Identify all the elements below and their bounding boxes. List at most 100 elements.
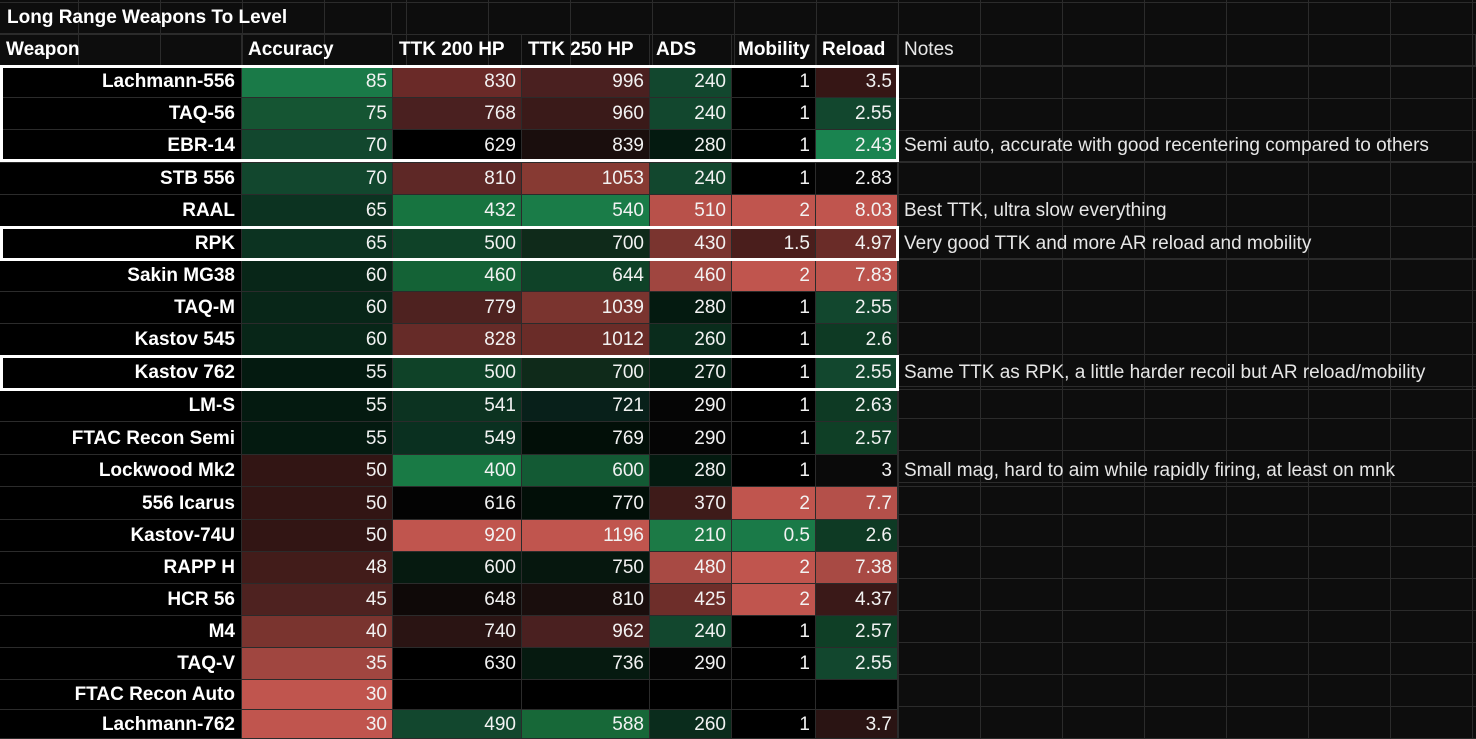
ttk-200-cell[interactable]: 779 [393,292,522,324]
reload-cell[interactable]: 2.55 [816,356,898,390]
reload-cell[interactable]: 3.7 [816,710,898,739]
ttk-250-cell[interactable]: 770 [522,487,650,520]
ads-cell[interactable]: 210 [650,520,732,552]
accuracy-cell[interactable]: 30 [242,710,393,739]
mobility-cell[interactable]: 1 [732,66,816,98]
accuracy-cell[interactable]: 50 [242,520,393,552]
weapon-name-cell[interactable]: RAAL [0,195,242,227]
accuracy-cell[interactable]: 70 [242,130,393,162]
reload-cell[interactable]: 2.55 [816,648,898,680]
header-reload[interactable]: Reload [816,34,898,66]
weapon-name-cell[interactable]: TAQ-56 [0,98,242,130]
ttk-250-cell[interactable]: 769 [522,422,650,455]
ttk-200-cell[interactable] [393,680,522,710]
ttk-200-cell[interactable]: 828 [393,324,522,356]
accuracy-cell[interactable]: 50 [242,455,393,487]
ttk-200-cell[interactable]: 549 [393,422,522,455]
ttk-200-cell[interactable]: 616 [393,487,522,520]
mobility-cell[interactable]: 2 [732,260,816,292]
ttk-250-cell[interactable]: 962 [522,616,650,648]
ads-cell[interactable]: 290 [650,648,732,680]
ttk-250-cell[interactable]: 810 [522,584,650,616]
ads-cell[interactable]: 430 [650,227,732,260]
ttk-250-cell[interactable]: 1053 [522,163,650,195]
reload-cell[interactable]: 7.83 [816,260,898,292]
reload-cell[interactable]: 2.55 [816,292,898,324]
accuracy-cell[interactable]: 48 [242,552,393,584]
ads-cell[interactable]: 280 [650,292,732,324]
reload-cell[interactable]: 8.03 [816,195,898,227]
reload-cell[interactable]: 2.6 [816,324,898,356]
ttk-200-cell[interactable]: 432 [393,195,522,227]
accuracy-cell[interactable]: 40 [242,616,393,648]
mobility-cell[interactable]: 1 [732,616,816,648]
reload-cell[interactable]: 4.97 [816,227,898,260]
ttk-200-cell[interactable]: 920 [393,520,522,552]
mobility-cell[interactable]: 2 [732,487,816,520]
reload-cell[interactable]: 4.37 [816,584,898,616]
ads-cell[interactable]: 460 [650,260,732,292]
mobility-cell[interactable]: 2 [732,552,816,584]
ads-cell[interactable]: 240 [650,163,732,195]
ads-cell[interactable]: 240 [650,66,732,98]
mobility-cell[interactable]: 1.5 [732,227,816,260]
mobility-cell[interactable]: 1 [732,356,816,390]
ads-cell[interactable]: 280 [650,455,732,487]
accuracy-cell[interactable]: 50 [242,487,393,520]
mobility-cell[interactable]: 2 [732,584,816,616]
weapon-name-cell[interactable]: Sakin MG38 [0,260,242,292]
ttk-200-cell[interactable]: 490 [393,710,522,739]
ttk-200-cell[interactable]: 541 [393,390,522,422]
header-mobility[interactable]: Mobility [732,34,816,66]
accuracy-cell[interactable]: 85 [242,66,393,98]
reload-cell[interactable]: 7.7 [816,487,898,520]
ads-cell[interactable]: 480 [650,552,732,584]
ads-cell[interactable]: 425 [650,584,732,616]
ads-cell[interactable] [650,680,732,710]
ads-cell[interactable]: 270 [650,356,732,390]
weapon-name-cell[interactable]: TAQ-M [0,292,242,324]
mobility-cell[interactable] [732,680,816,710]
ads-cell[interactable]: 240 [650,616,732,648]
weapon-name-cell[interactable]: TAQ-V [0,648,242,680]
accuracy-cell[interactable]: 65 [242,227,393,260]
ttk-250-cell[interactable]: 1196 [522,520,650,552]
mobility-cell[interactable]: 1 [732,455,816,487]
ttk-200-cell[interactable]: 630 [393,648,522,680]
accuracy-cell[interactable]: 55 [242,390,393,422]
ttk-200-cell[interactable]: 830 [393,66,522,98]
ttk-200-cell[interactable]: 768 [393,98,522,130]
weapon-name-cell[interactable]: Lachmann-762 [0,710,242,739]
notes-cell[interactable]: Semi auto, accurate with good recenterin… [898,130,1476,162]
ttk-250-cell[interactable]: 996 [522,66,650,98]
ttk-250-cell[interactable]: 700 [522,227,650,260]
header-ttk-250[interactable]: TTK 250 HP [522,34,650,66]
header-ads[interactable]: ADS [650,34,732,66]
weapon-name-cell[interactable]: STB 556 [0,163,242,195]
reload-cell[interactable]: 2.6 [816,520,898,552]
accuracy-cell[interactable]: 55 [242,356,393,390]
ttk-250-cell[interactable]: 750 [522,552,650,584]
reload-cell[interactable]: 7.38 [816,552,898,584]
ttk-250-cell[interactable]: 736 [522,648,650,680]
reload-cell[interactable]: 3 [816,455,898,487]
reload-cell[interactable]: 2.55 [816,98,898,130]
mobility-cell[interactable]: 1 [732,648,816,680]
weapon-name-cell[interactable]: Kastov-74U [0,520,242,552]
accuracy-cell[interactable]: 65 [242,195,393,227]
header-ttk-200[interactable]: TTK 200 HP [393,34,522,66]
ads-cell[interactable]: 240 [650,98,732,130]
reload-cell[interactable]: 2.57 [816,616,898,648]
accuracy-cell[interactable]: 45 [242,584,393,616]
mobility-cell[interactable]: 1 [732,292,816,324]
mobility-cell[interactable]: 1 [732,324,816,356]
ttk-200-cell[interactable]: 810 [393,163,522,195]
weapon-name-cell[interactable]: LM-S [0,390,242,422]
ttk-250-cell[interactable]: 700 [522,356,650,390]
reload-cell[interactable]: 2.63 [816,390,898,422]
mobility-cell[interactable]: 2 [732,195,816,227]
ttk-200-cell[interactable]: 400 [393,455,522,487]
accuracy-cell[interactable]: 30 [242,680,393,710]
ads-cell[interactable]: 260 [650,324,732,356]
weapon-name-cell[interactable]: HCR 56 [0,584,242,616]
